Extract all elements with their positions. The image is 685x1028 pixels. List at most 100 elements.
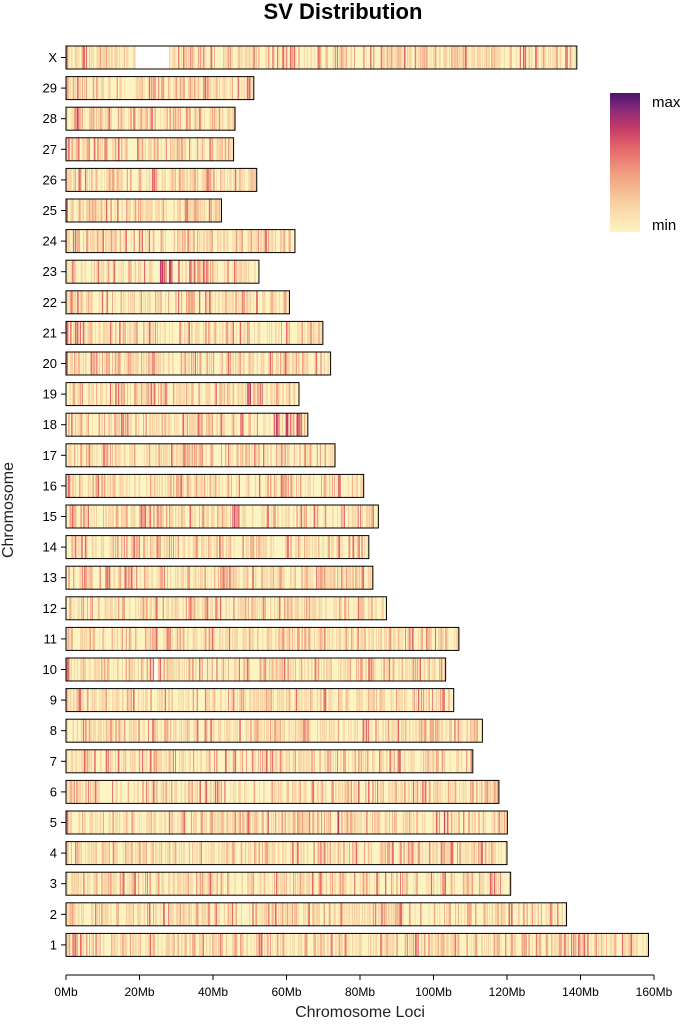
sv-stripe [242, 658, 245, 681]
sv-stripe [191, 443, 193, 467]
sv-stripe [112, 535, 114, 559]
sv-stripe [443, 872, 445, 896]
sv-stripe [205, 46, 207, 69]
sv-stripe [94, 505, 95, 528]
chromosome-10 [65, 657, 447, 682]
sv-stripe [165, 107, 167, 131]
sv-stripe [213, 76, 215, 100]
sv-stripe [139, 229, 142, 253]
chart-title: SV Distribution [264, 0, 423, 24]
sv-stripe [508, 902, 511, 926]
sv-stripe [224, 260, 226, 284]
sv-stripe [91, 902, 94, 926]
sv-stripe [566, 46, 568, 69]
sv-stripe [441, 933, 443, 957]
sv-stripe [95, 76, 98, 100]
sv-stripe [118, 719, 120, 743]
sv-stripe [272, 46, 274, 69]
sv-stripe [231, 841, 234, 865]
sv-stripe [101, 168, 102, 192]
sv-stripe [449, 719, 451, 743]
sv-stripe [497, 872, 500, 896]
sv-stripe [345, 566, 348, 590]
sv-stripe [365, 505, 368, 528]
sv-stripe [126, 811, 129, 834]
sv-stripe [161, 443, 163, 467]
sv-stripe [384, 933, 386, 957]
sv-stripe [194, 719, 196, 743]
sv-stripe [176, 566, 179, 590]
sv-stripe [307, 566, 309, 590]
sv-stripe [282, 229, 284, 253]
y-tick-label-chr-17: 17 [43, 448, 57, 463]
sv-stripe [201, 168, 204, 192]
sv-stripe [111, 382, 114, 406]
sv-stripe [160, 505, 162, 528]
sv-stripe [444, 872, 447, 896]
sv-stripe [187, 76, 190, 100]
sv-stripe [142, 780, 144, 804]
sv-stripe [474, 933, 477, 957]
sv-stripe [135, 76, 138, 100]
sv-stripe [270, 474, 272, 498]
sv-stripe [344, 811, 346, 834]
y-tick-label-chr-25: 25 [43, 203, 57, 218]
sv-stripe [88, 627, 90, 651]
sv-stripe [251, 168, 253, 192]
sv-stripe [278, 658, 280, 681]
sv-stripe [258, 382, 260, 406]
sv-stripe [87, 872, 89, 896]
sv-stripe [237, 596, 240, 620]
sv-stripe [388, 46, 391, 69]
sv-stripe [193, 352, 195, 375]
sv-stripe [401, 872, 404, 896]
sv-stripe [110, 719, 112, 743]
sv-stripe [424, 780, 427, 804]
sv-stripe [115, 811, 117, 834]
sv-stripe [160, 566, 162, 590]
sv-stripe [159, 841, 161, 865]
sv-stripe [181, 627, 183, 651]
sv-stripe [455, 780, 457, 804]
sv-stripe [67, 168, 69, 192]
sv-stripe [127, 780, 129, 804]
sv-stripe [112, 719, 114, 743]
sv-stripe [227, 46, 229, 69]
sv-stripe [178, 627, 180, 651]
sv-stripe [442, 749, 444, 773]
sv-stripe [204, 107, 205, 131]
sv-stripe [271, 933, 273, 957]
sv-stripe [425, 688, 428, 712]
sv-stripe [276, 46, 278, 69]
sv-stripe [95, 535, 97, 559]
sv-stripe [173, 76, 175, 100]
sv-stripe [361, 535, 363, 559]
sv-stripe [356, 535, 359, 559]
chromosome-bar-background [66, 352, 331, 375]
sv-stripe [299, 749, 301, 773]
sv-stripe [343, 46, 345, 69]
sv-stripe [168, 933, 171, 957]
sv-stripe [90, 902, 92, 926]
sv-stripe [94, 107, 96, 131]
sv-stripe [458, 933, 460, 957]
sv-stripe [215, 933, 217, 957]
sv-stripe [262, 627, 264, 651]
sv-stripe [212, 107, 214, 131]
sv-stripe [90, 627, 91, 651]
sv-stripe [134, 382, 136, 406]
sv-stripe [165, 719, 167, 743]
sv-stripe [275, 413, 278, 437]
sv-stripe [494, 811, 496, 834]
sv-stripe [369, 933, 372, 957]
sv-stripe [215, 321, 217, 345]
sv-stripe [549, 902, 550, 926]
sv-stripe [421, 46, 423, 69]
sv-stripe [319, 719, 322, 743]
sv-stripe [255, 168, 257, 192]
sv-stripe [127, 902, 129, 926]
sv-stripe [115, 872, 117, 896]
sv-stripe [416, 688, 418, 712]
sv-stripe [92, 352, 94, 375]
sv-stripe [216, 535, 218, 559]
